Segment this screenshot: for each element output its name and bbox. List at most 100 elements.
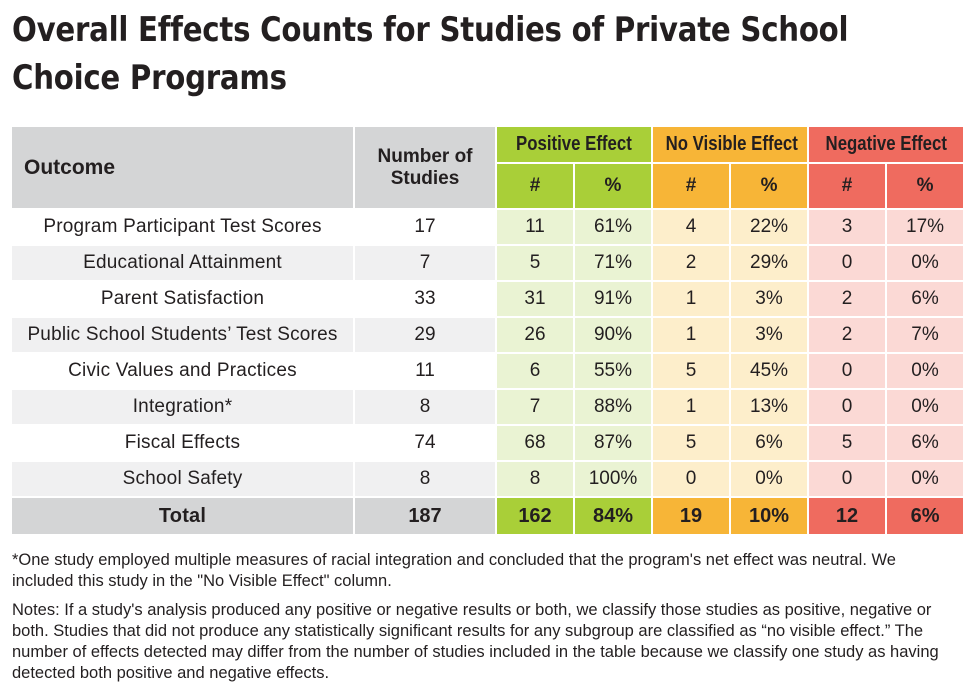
cell-outcome: Fiscal Effects	[12, 426, 353, 460]
title-line-1: Overall Effects Counts for Studies of Pr…	[12, 10, 849, 50]
table-row: Public School Students’ Test Scores 29 2…	[12, 318, 964, 352]
effects-table: Outcome Number of Studies Positive Effec…	[10, 125, 965, 536]
cell-novisible-count: 4	[653, 210, 730, 244]
cell-outcome: Civic Values and Practices	[12, 354, 353, 388]
total-novisible-count: 19	[653, 498, 730, 534]
total-label: Total	[12, 498, 353, 534]
cell-positive-count: 5	[497, 246, 573, 280]
cell-outcome: School Safety	[12, 462, 353, 496]
cell-novisible-count: 1	[653, 390, 730, 424]
total-studies: 187	[355, 498, 495, 534]
header-row-subcolumns: # % # % # %	[12, 164, 964, 208]
cell-studies: 33	[355, 282, 495, 316]
header-outcome: Outcome	[12, 127, 353, 208]
subheader-negative-count: #	[809, 164, 886, 208]
total-positive-percent: 84%	[575, 498, 652, 534]
cell-positive-percent: 55%	[575, 354, 652, 388]
cell-negative-percent: 6%	[887, 282, 964, 316]
cell-studies: 17	[355, 210, 495, 244]
header-row-groups: Outcome Number of Studies Positive Effec…	[12, 127, 964, 208]
table-row: Program Participant Test Scores 17 11 61…	[12, 210, 964, 244]
table-row: Parent Satisfaction 33 31 91% 1 3% 2 6%	[12, 282, 964, 316]
cell-novisible-count: 1	[653, 318, 730, 352]
table-row: Civic Values and Practices 11 6 55% 5 45…	[12, 354, 964, 388]
page-title: Overall Effects Counts for Studies of Pr…	[12, 6, 849, 102]
cell-outcome: Program Participant Test Scores	[12, 210, 353, 244]
cell-negative-count: 5	[809, 426, 886, 460]
cell-positive-percent: 90%	[575, 318, 652, 352]
cell-novisible-percent: 22%	[731, 210, 808, 244]
total-positive-count: 162	[497, 498, 573, 534]
cell-negative-count: 0	[809, 246, 886, 280]
title-line-2: Choice Programs	[12, 58, 287, 98]
cell-novisible-percent: 45%	[731, 354, 808, 388]
cell-outcome: Integration*	[12, 390, 353, 424]
cell-studies: 8	[355, 390, 495, 424]
cell-studies: 29	[355, 318, 495, 352]
cell-novisible-percent: 6%	[731, 426, 808, 460]
footnote: *One study employed multiple measures of…	[12, 551, 896, 590]
cell-positive-count: 26	[497, 318, 573, 352]
header-no-visible-effect-label: No Visible Effect	[665, 133, 798, 155]
header-negative-effect-label: Negative Effect	[825, 133, 947, 155]
cell-novisible-count: 5	[653, 426, 730, 460]
cell-positive-percent: 87%	[575, 426, 652, 460]
cell-studies: 7	[355, 246, 495, 280]
subheader-novisible-count: #	[653, 164, 730, 208]
cell-negative-percent: 17%	[887, 210, 964, 244]
cell-novisible-count: 2	[653, 246, 730, 280]
subheader-novisible-percent: %	[731, 164, 808, 208]
cell-positive-percent: 71%	[575, 246, 652, 280]
total-novisible-percent: 10%	[731, 498, 808, 534]
cell-studies: 8	[355, 462, 495, 496]
cell-negative-count: 0	[809, 390, 886, 424]
header-positive-effect: Positive Effect	[497, 127, 652, 162]
cell-novisible-percent: 29%	[731, 246, 808, 280]
cell-negative-count: 2	[809, 318, 886, 352]
cell-positive-count: 8	[497, 462, 573, 496]
total-row: Total 187 162 84% 19 10% 12 6%	[12, 498, 964, 534]
cell-positive-count: 6	[497, 354, 573, 388]
subheader-positive-count: #	[497, 164, 573, 208]
cell-positive-percent: 61%	[575, 210, 652, 244]
cell-positive-count: 7	[497, 390, 573, 424]
cell-negative-percent: 0%	[887, 246, 964, 280]
cell-negative-percent: 0%	[887, 462, 964, 496]
total-negative-count: 12	[809, 498, 886, 534]
cell-positive-percent: 100%	[575, 462, 652, 496]
cell-negative-percent: 7%	[887, 318, 964, 352]
cell-novisible-count: 0	[653, 462, 730, 496]
cell-positive-count: 68	[497, 426, 573, 460]
cell-negative-percent: 6%	[887, 426, 964, 460]
cell-novisible-percent: 0%	[731, 462, 808, 496]
cell-novisible-percent: 13%	[731, 390, 808, 424]
table-row: School Safety 8 8 100% 0 0% 0 0%	[12, 462, 964, 496]
cell-novisible-count: 1	[653, 282, 730, 316]
cell-positive-count: 31	[497, 282, 573, 316]
table-row: Fiscal Effects 74 68 87% 5 6% 5 6%	[12, 426, 964, 460]
table-row: Integration* 8 7 88% 1 13% 0 0%	[12, 390, 964, 424]
subheader-negative-percent: %	[887, 164, 964, 208]
cell-studies: 11	[355, 354, 495, 388]
cell-positive-percent: 88%	[575, 390, 652, 424]
cell-negative-count: 0	[809, 354, 886, 388]
header-no-visible-effect: No Visible Effect	[653, 127, 808, 162]
cell-studies: 74	[355, 426, 495, 460]
cell-outcome: Parent Satisfaction	[12, 282, 353, 316]
subheader-positive-percent: %	[575, 164, 652, 208]
cell-novisible-percent: 3%	[731, 282, 808, 316]
cell-positive-percent: 91%	[575, 282, 652, 316]
cell-outcome: Public School Students’ Test Scores	[12, 318, 353, 352]
notes: Notes: If a study's analysis produced an…	[12, 601, 939, 682]
cell-negative-count: 0	[809, 462, 886, 496]
cell-outcome: Educational Attainment	[12, 246, 353, 280]
total-negative-percent: 6%	[887, 498, 964, 534]
cell-novisible-percent: 3%	[731, 318, 808, 352]
header-positive-effect-label: Positive Effect	[516, 133, 632, 155]
cell-positive-count: 11	[497, 210, 573, 244]
cell-negative-count: 2	[809, 282, 886, 316]
header-negative-effect: Negative Effect	[809, 127, 964, 162]
header-number-of-studies: Number of Studies	[355, 127, 495, 208]
cell-negative-percent: 0%	[887, 390, 964, 424]
cell-novisible-count: 5	[653, 354, 730, 388]
